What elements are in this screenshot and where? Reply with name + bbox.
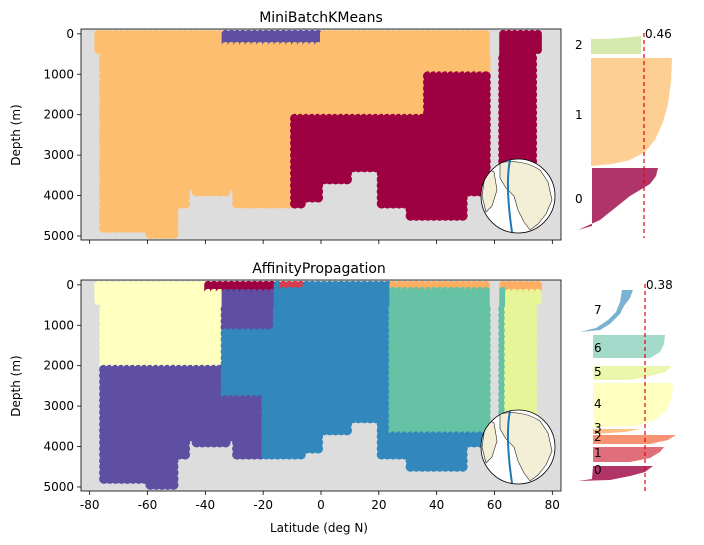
top-ytick-label-3: 3000 — [43, 148, 74, 162]
bot-point-2282 — [457, 461, 468, 472]
top-ytick-label-0: 0 — [66, 27, 74, 41]
bot-point-1412 — [313, 443, 324, 454]
top-globe-inset — [481, 159, 555, 233]
silhouette-cluster-1 — [591, 58, 672, 166]
top-ytick-label-2: 2000 — [43, 108, 74, 122]
top-cluster-label-1: 1 — [575, 108, 583, 122]
top-chart-title: MiniBatchKMeans — [259, 10, 383, 26]
top-y-axis-label: Depth (m) — [9, 104, 23, 165]
top-ytick-label-4: 4000 — [43, 189, 74, 203]
top-panel: 0 1000 2000 3000 4000 5000 MiniBatchKMeans De… — [9, 10, 562, 244]
top-ytick-label-1: 1000 — [43, 67, 74, 81]
top-point-1412 — [313, 192, 324, 203]
top-y-axis: 0 1000 2000 3000 4000 5000 — [43, 27, 81, 243]
top-point-1572 — [342, 174, 352, 185]
top-scatter-points — [94, 29, 542, 239]
top-silhouette-panel: 0.46 2 1 0 — [575, 27, 672, 238]
top-point-2282 — [457, 210, 468, 221]
silhouette-cluster-0 — [578, 168, 658, 230]
top-point-533 — [168, 228, 179, 239]
top-point-605 — [180, 198, 191, 209]
top-threshold-label: 0.46 — [645, 27, 672, 41]
bot-point-1572 — [342, 425, 352, 436]
silhouette-cluster-2 — [591, 36, 641, 54]
bot-point-605 — [180, 449, 191, 460]
top-x-axis — [89, 240, 553, 244]
top-point-2620 — [533, 46, 542, 54]
top-ytick-label-5: 5000 — [43, 229, 74, 243]
top-globe-border — [480, 158, 556, 234]
top-cluster-label-0: 0 — [575, 192, 583, 206]
top-cluster-label-2: 2 — [575, 38, 583, 52]
bot-point-533 — [168, 479, 179, 490]
